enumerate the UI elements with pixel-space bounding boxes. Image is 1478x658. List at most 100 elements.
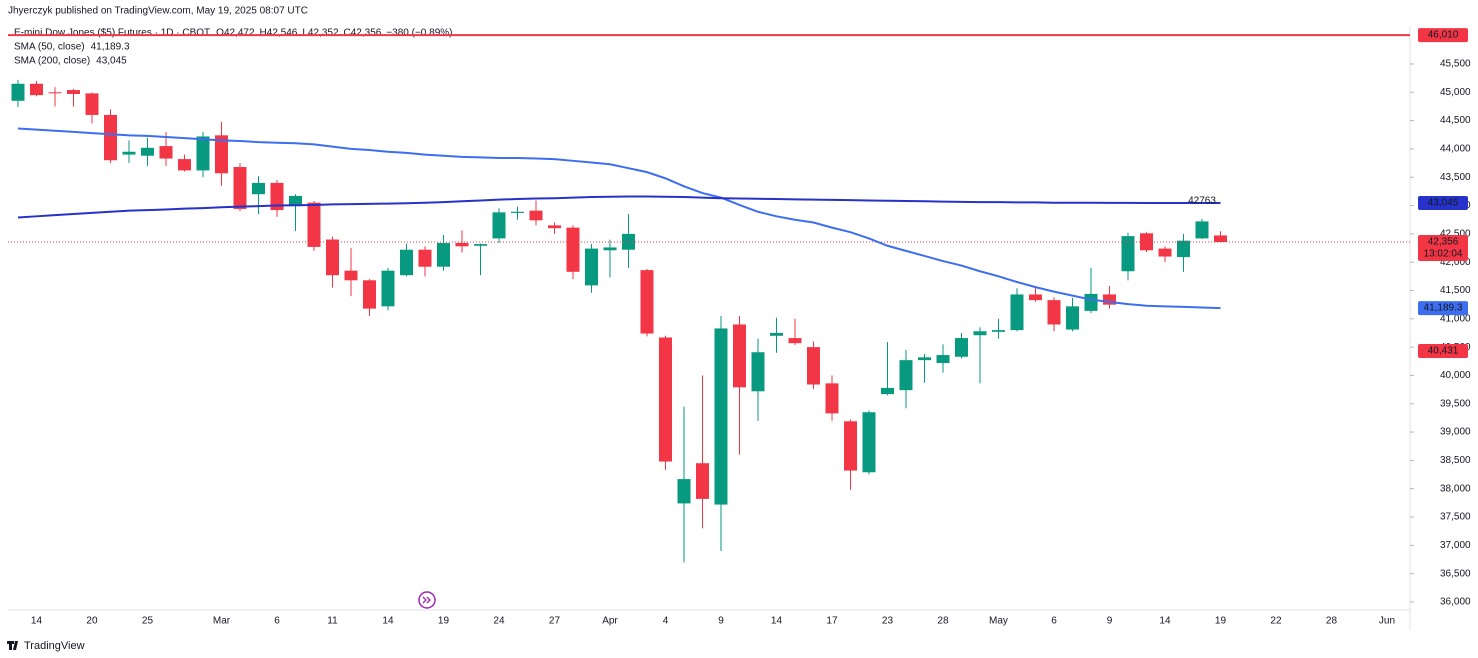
candle-body	[381, 270, 395, 307]
legend-label: SMA (200, close)	[14, 56, 90, 67]
level-label-bg	[1418, 28, 1468, 43]
annotation: 42763	[1188, 196, 1216, 207]
y-tick-label: 36,000	[1440, 597, 1471, 608]
candle-body	[825, 383, 839, 414]
y-tick-label: 37,000	[1440, 540, 1471, 551]
candle-body	[751, 352, 765, 392]
y-tick-label: 39,500	[1440, 398, 1471, 409]
candle-body	[1195, 221, 1209, 239]
y-tick-label: 44,500	[1440, 115, 1471, 126]
x-tick-label: 28	[937, 616, 949, 627]
candle-body	[492, 212, 506, 239]
candle-body	[788, 338, 802, 344]
candle-body	[48, 92, 62, 94]
candle-body	[510, 211, 524, 213]
x-tick-label: 19	[1215, 616, 1227, 627]
sma-last-label: 41,189.3	[1424, 303, 1463, 314]
candle-body	[1176, 240, 1190, 258]
event-icon[interactable]	[418, 591, 436, 609]
candle-body	[85, 93, 99, 115]
candle-body	[732, 324, 746, 388]
y-tick-label: 41,000	[1440, 313, 1471, 324]
candle-body	[233, 167, 247, 209]
candle-body	[177, 159, 191, 171]
candle-body	[991, 330, 1005, 332]
candle-body	[159, 146, 173, 159]
header-value: H42,546	[260, 28, 298, 39]
candle-body	[307, 202, 321, 247]
candle-body	[418, 249, 432, 267]
candle-body	[714, 328, 728, 505]
candle-body	[899, 360, 913, 391]
y-tick-label: 45,000	[1440, 87, 1471, 98]
candle-body	[1139, 233, 1153, 251]
y-tick-label: 42,500	[1440, 229, 1471, 240]
candles	[11, 79, 1227, 563]
x-tick-label: 27	[549, 616, 561, 627]
y-tick-label: 44,000	[1440, 144, 1471, 155]
candle-body	[547, 225, 561, 229]
x-tick-label: Mar	[213, 616, 231, 627]
candle-body	[288, 195, 302, 207]
y-tick-label: 38,000	[1440, 483, 1471, 494]
sma-last-label-bg	[1418, 196, 1468, 211]
x-tick-label: 9	[1107, 616, 1113, 627]
y-tick-label: 41,500	[1440, 285, 1471, 296]
candle-body	[214, 135, 228, 174]
candle-body	[1084, 293, 1098, 311]
candle-body	[1047, 300, 1061, 325]
x-tick-label: 22	[1270, 616, 1282, 627]
last-price-label: 42,356	[1428, 237, 1459, 248]
level-label-bg	[1418, 344, 1468, 359]
legend-label: SMA (50, close)	[14, 42, 85, 53]
header-value: L42,352	[302, 28, 339, 39]
y-tick-label: 42,000	[1440, 257, 1471, 268]
candle-body	[103, 114, 117, 161]
candle-body	[29, 83, 43, 96]
y-tick-label: 38,500	[1440, 455, 1471, 466]
candle-body	[362, 280, 376, 309]
last-price-label-extra: 13:02:04	[1424, 249, 1463, 260]
level-label: 46,010	[1428, 30, 1459, 41]
candle-body	[196, 136, 210, 171]
x-tick-label: Apr	[602, 616, 618, 627]
candle-body	[658, 337, 672, 462]
candle-body	[529, 210, 543, 221]
candle-body	[806, 347, 820, 385]
candle-body	[603, 247, 617, 251]
x-tick-label: 17	[826, 616, 838, 627]
x-tick-label: 14	[1159, 616, 1171, 627]
candle-body	[1028, 294, 1042, 301]
candle-body	[566, 227, 580, 272]
candle-body	[270, 182, 284, 211]
brand: TradingView	[24, 640, 85, 652]
candle-body	[11, 83, 25, 101]
candle-body	[954, 338, 968, 357]
candle-body	[640, 270, 654, 334]
y-tick-label: 39,000	[1440, 427, 1471, 438]
sma-line	[17, 127, 1221, 310]
candle-body	[862, 412, 876, 473]
x-tick-label: May	[989, 616, 1008, 627]
candle-body	[936, 355, 950, 363]
header-value: O42,472	[216, 28, 255, 39]
y-tick-label: 43,500	[1440, 172, 1471, 183]
candle-body	[621, 233, 635, 250]
x-tick-label: Jun	[1379, 616, 1395, 627]
sma-line	[17, 195, 1221, 219]
header-value: C42,356	[344, 28, 382, 39]
candle-body	[473, 244, 487, 246]
candle-body	[325, 239, 339, 276]
header-value: −380 (−0.89%)	[386, 28, 452, 39]
x-tick-label: 20	[86, 616, 98, 627]
candle-body	[695, 463, 709, 499]
y-tick-label: 37,500	[1440, 512, 1471, 523]
candle-body	[677, 479, 691, 504]
candle-body	[436, 242, 450, 267]
y-tick-label: 36,500	[1440, 568, 1471, 579]
y-tick-label: 45,500	[1440, 59, 1471, 70]
legend-value: 43,045	[96, 56, 127, 67]
x-tick-label: 11	[327, 616, 338, 627]
